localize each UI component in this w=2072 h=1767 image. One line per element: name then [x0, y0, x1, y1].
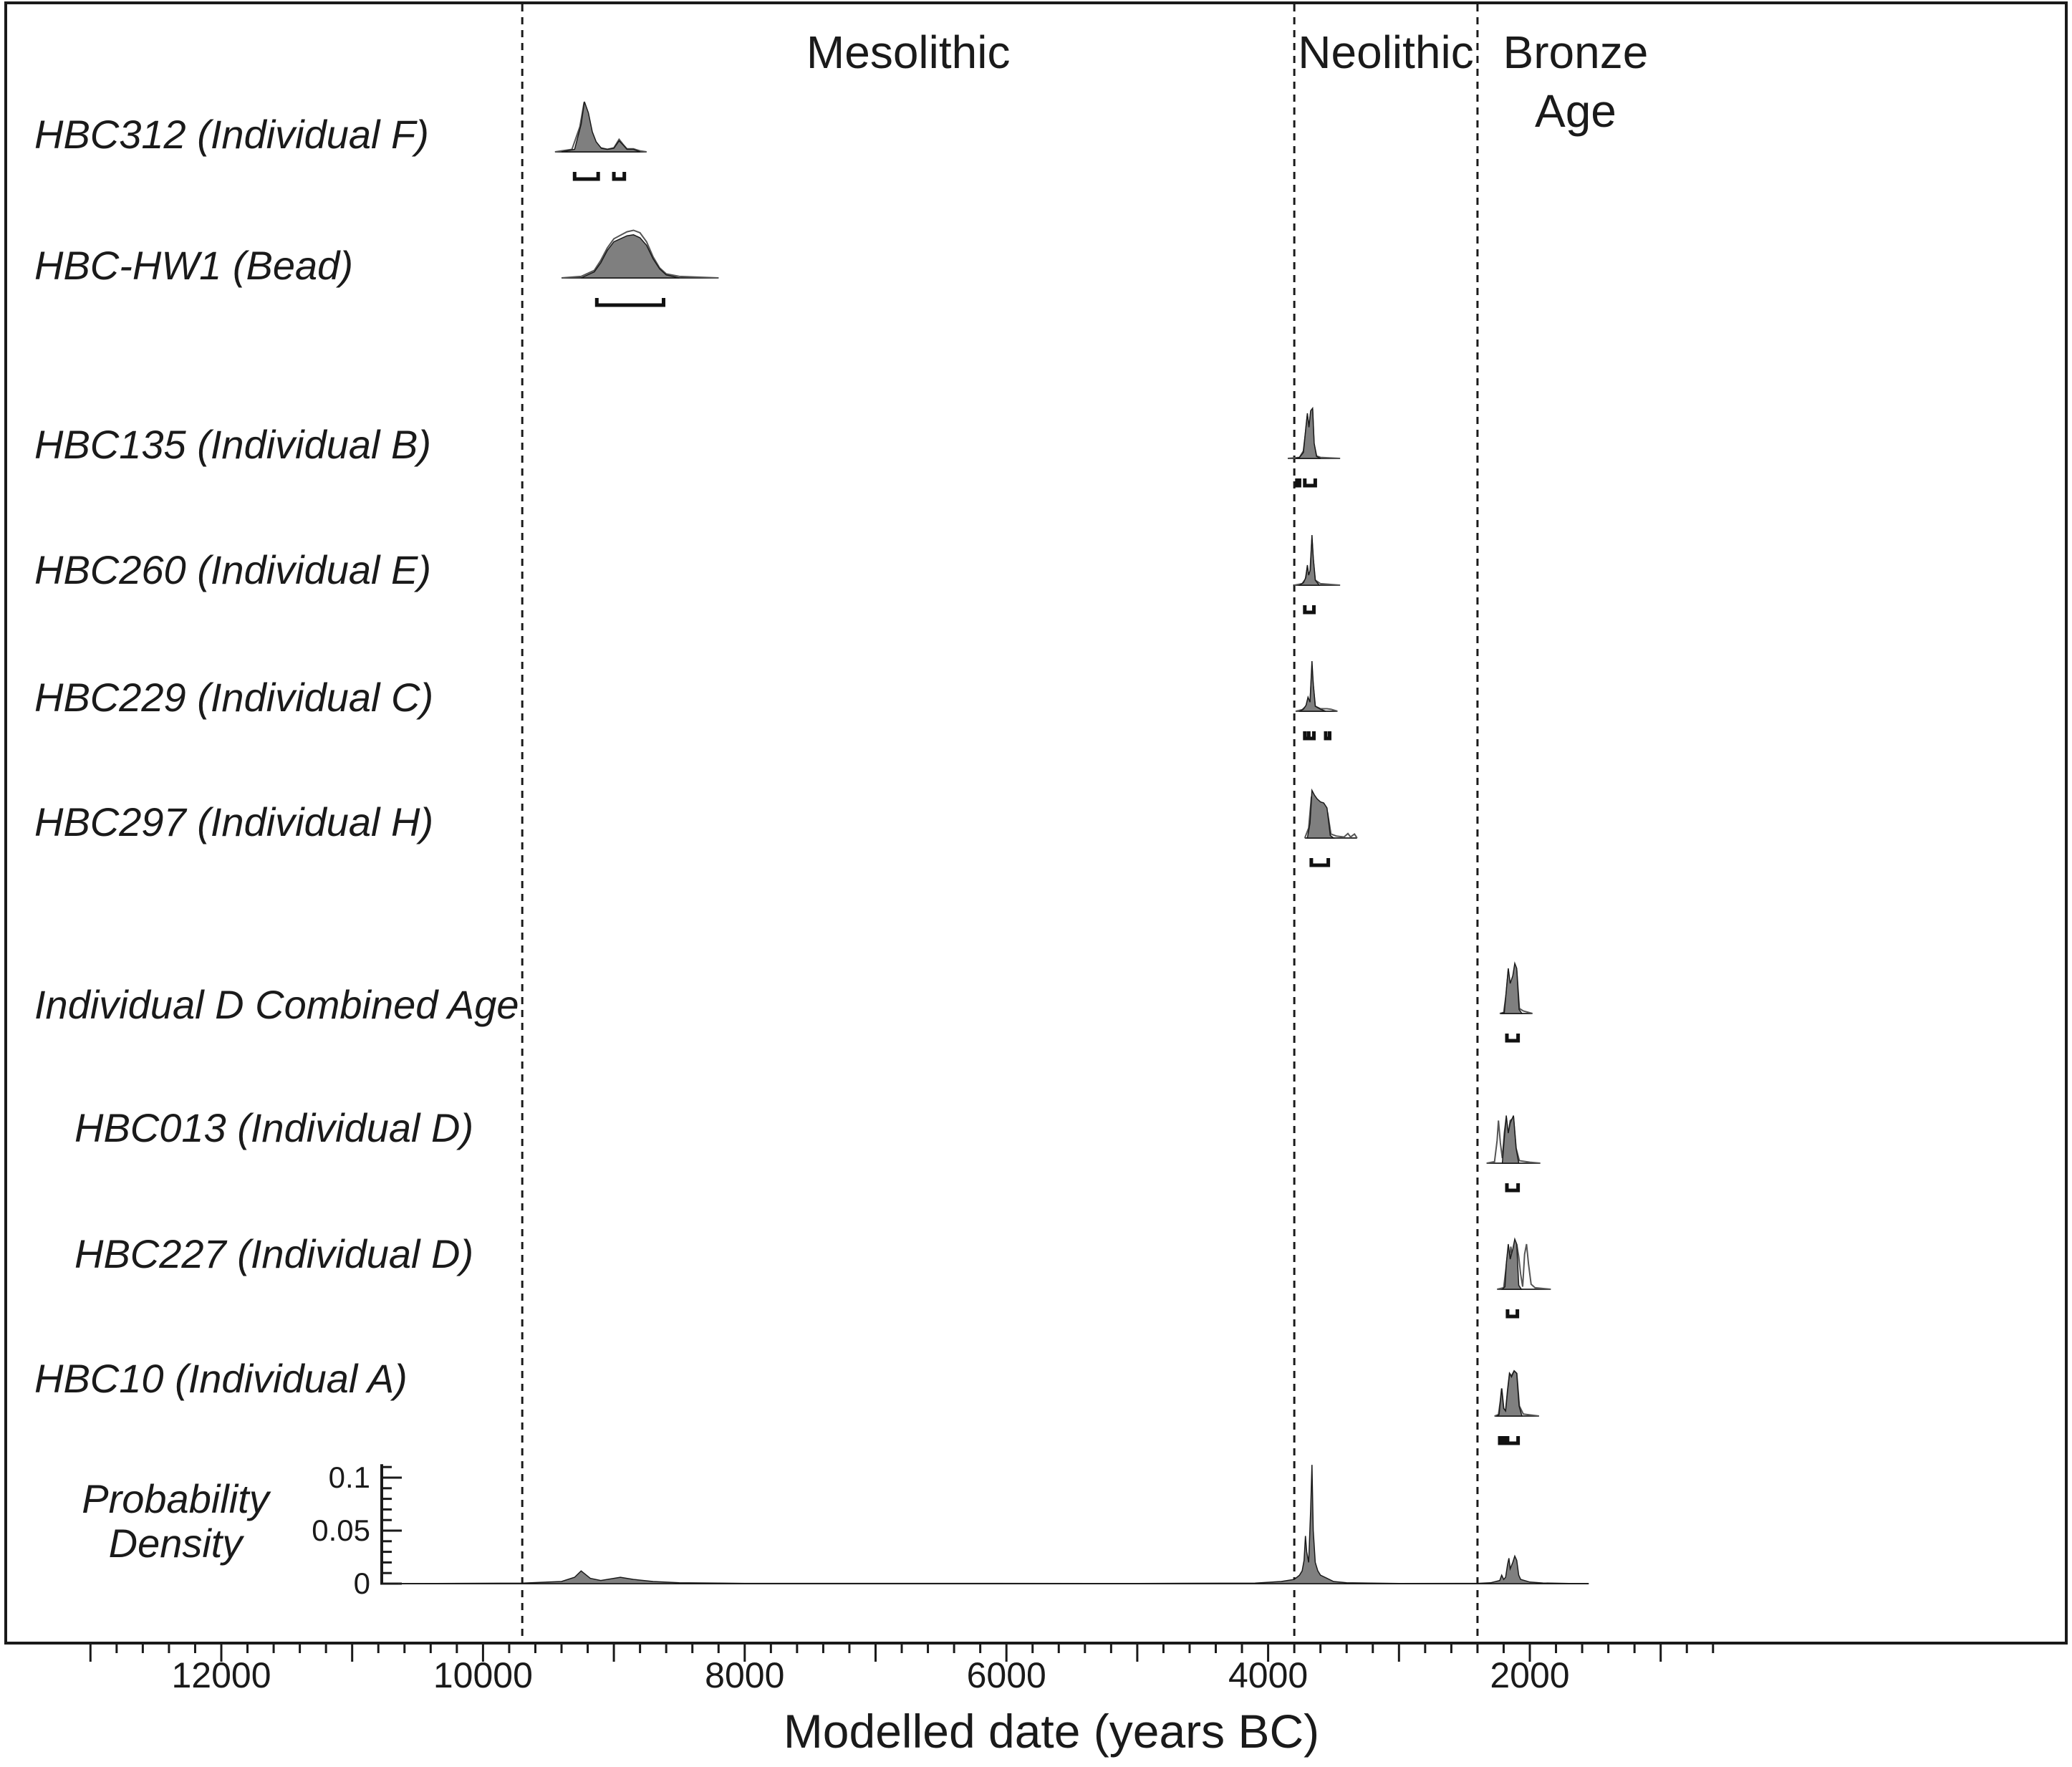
modelled-distribution	[1501, 1115, 1520, 1164]
density-label: Probability	[82, 1476, 271, 1521]
hpd-range-bracket	[612, 172, 627, 181]
modelled-distribution	[1295, 406, 1321, 459]
row-label: HBC260 (Individual E)	[34, 547, 431, 592]
hpd-range-bracket	[1303, 478, 1317, 488]
modelled-distribution	[561, 101, 640, 153]
unmodelled-distribution	[1293, 539, 1341, 586]
date-row: HBC10 (Individual A)	[34, 1356, 1539, 1445]
hpd-range-bracket	[594, 298, 665, 307]
summed-density-curve	[397, 1465, 1589, 1584]
modelled-distribution	[1500, 1237, 1523, 1290]
density-tick-label: 0.1	[329, 1460, 370, 1494]
hpd-range-bracket	[1303, 605, 1316, 615]
date-row: HBC013 (Individual D)	[74, 1105, 1541, 1193]
hpd-range-bracket	[1295, 478, 1301, 488]
hpd-range-bracket	[1505, 1436, 1521, 1445]
x-tick-label: 10000	[433, 1655, 533, 1695]
modelled-distribution	[581, 234, 680, 279]
hpd-range-bracket	[572, 172, 600, 181]
density-tick-label: 0	[354, 1566, 370, 1600]
x-tick-label: 12000	[171, 1655, 271, 1695]
row-label: HBC227 (Individual D)	[74, 1231, 473, 1276]
period-labels: Mesolithic Neolithic Bronze Age	[806, 27, 1648, 137]
date-row: HBC229 (Individual C)	[34, 660, 1338, 741]
period-label: Neolithic	[1298, 27, 1473, 78]
period-label: Age	[1535, 85, 1616, 137]
x-tick-label: 6000	[967, 1655, 1046, 1695]
date-row: Individual D Combined Age	[34, 961, 1533, 1043]
density-label: Density	[109, 1521, 245, 1566]
x-tick-label: 4000	[1228, 1655, 1308, 1695]
period-label: Bronze	[1503, 27, 1649, 78]
row-label: HBC297 (Individual H)	[34, 799, 433, 844]
x-axis: 12000 10000 8000 6000 4000 2000	[89, 1642, 1715, 1695]
modelled-distribution	[1500, 961, 1523, 1014]
modelled-distribution	[1306, 788, 1336, 839]
modelled-distribution	[1299, 660, 1326, 712]
modelled-distribution	[1297, 534, 1321, 586]
row-label: HBC135 (Individual B)	[34, 422, 431, 467]
unmodelled-distribution	[1295, 668, 1338, 712]
density-tick-label: 0.05	[312, 1513, 370, 1547]
date-row: HBC227 (Individual D)	[74, 1231, 1551, 1319]
hpd-range-bracket	[1306, 731, 1316, 741]
row-label: HBC10 (Individual A)	[34, 1356, 408, 1401]
hpd-range-bracket	[1505, 1034, 1521, 1043]
x-tick-label: 2000	[1490, 1655, 1569, 1695]
unmodelled-distribution	[561, 229, 719, 279]
row-label: HBC312 (Individual F)	[34, 112, 429, 157]
date-row: HBC260 (Individual E)	[34, 534, 1341, 615]
row-label: HBC-HW1 (Bead)	[34, 243, 353, 288]
hpd-range-bracket	[1324, 731, 1331, 741]
hpd-range-bracket	[1502, 1436, 1507, 1445]
plot-frame	[4, 1, 2068, 1645]
date-row: HBC297 (Individual H)	[34, 788, 1358, 867]
x-axis-title: Modelled date (years BC)	[784, 1705, 1319, 1758]
period-boundaries	[521, 4, 1479, 1642]
row-label: Individual D Combined Age	[34, 982, 519, 1027]
hpd-range-bracket	[1505, 1309, 1520, 1319]
date-rows: HBC312 (Individual F) HBC-HW1 (Bead) HBC13…	[34, 101, 1551, 1445]
period-label: Mesolithic	[806, 27, 1011, 78]
row-label: HBC229 (Individual C)	[34, 675, 433, 720]
unmodelled-distribution	[554, 101, 647, 153]
modelled-distribution	[1495, 1369, 1523, 1417]
row-label: HBC013 (Individual D)	[74, 1105, 473, 1150]
hpd-range-bracket	[1505, 1183, 1521, 1193]
date-row: HBC312 (Individual F)	[34, 101, 647, 181]
date-row: HBC135 (Individual B)	[34, 406, 1341, 488]
hpd-range-bracket	[1309, 858, 1331, 867]
x-tick-label: 8000	[705, 1655, 784, 1695]
date-row: HBC-HW1 (Bead)	[34, 229, 719, 307]
